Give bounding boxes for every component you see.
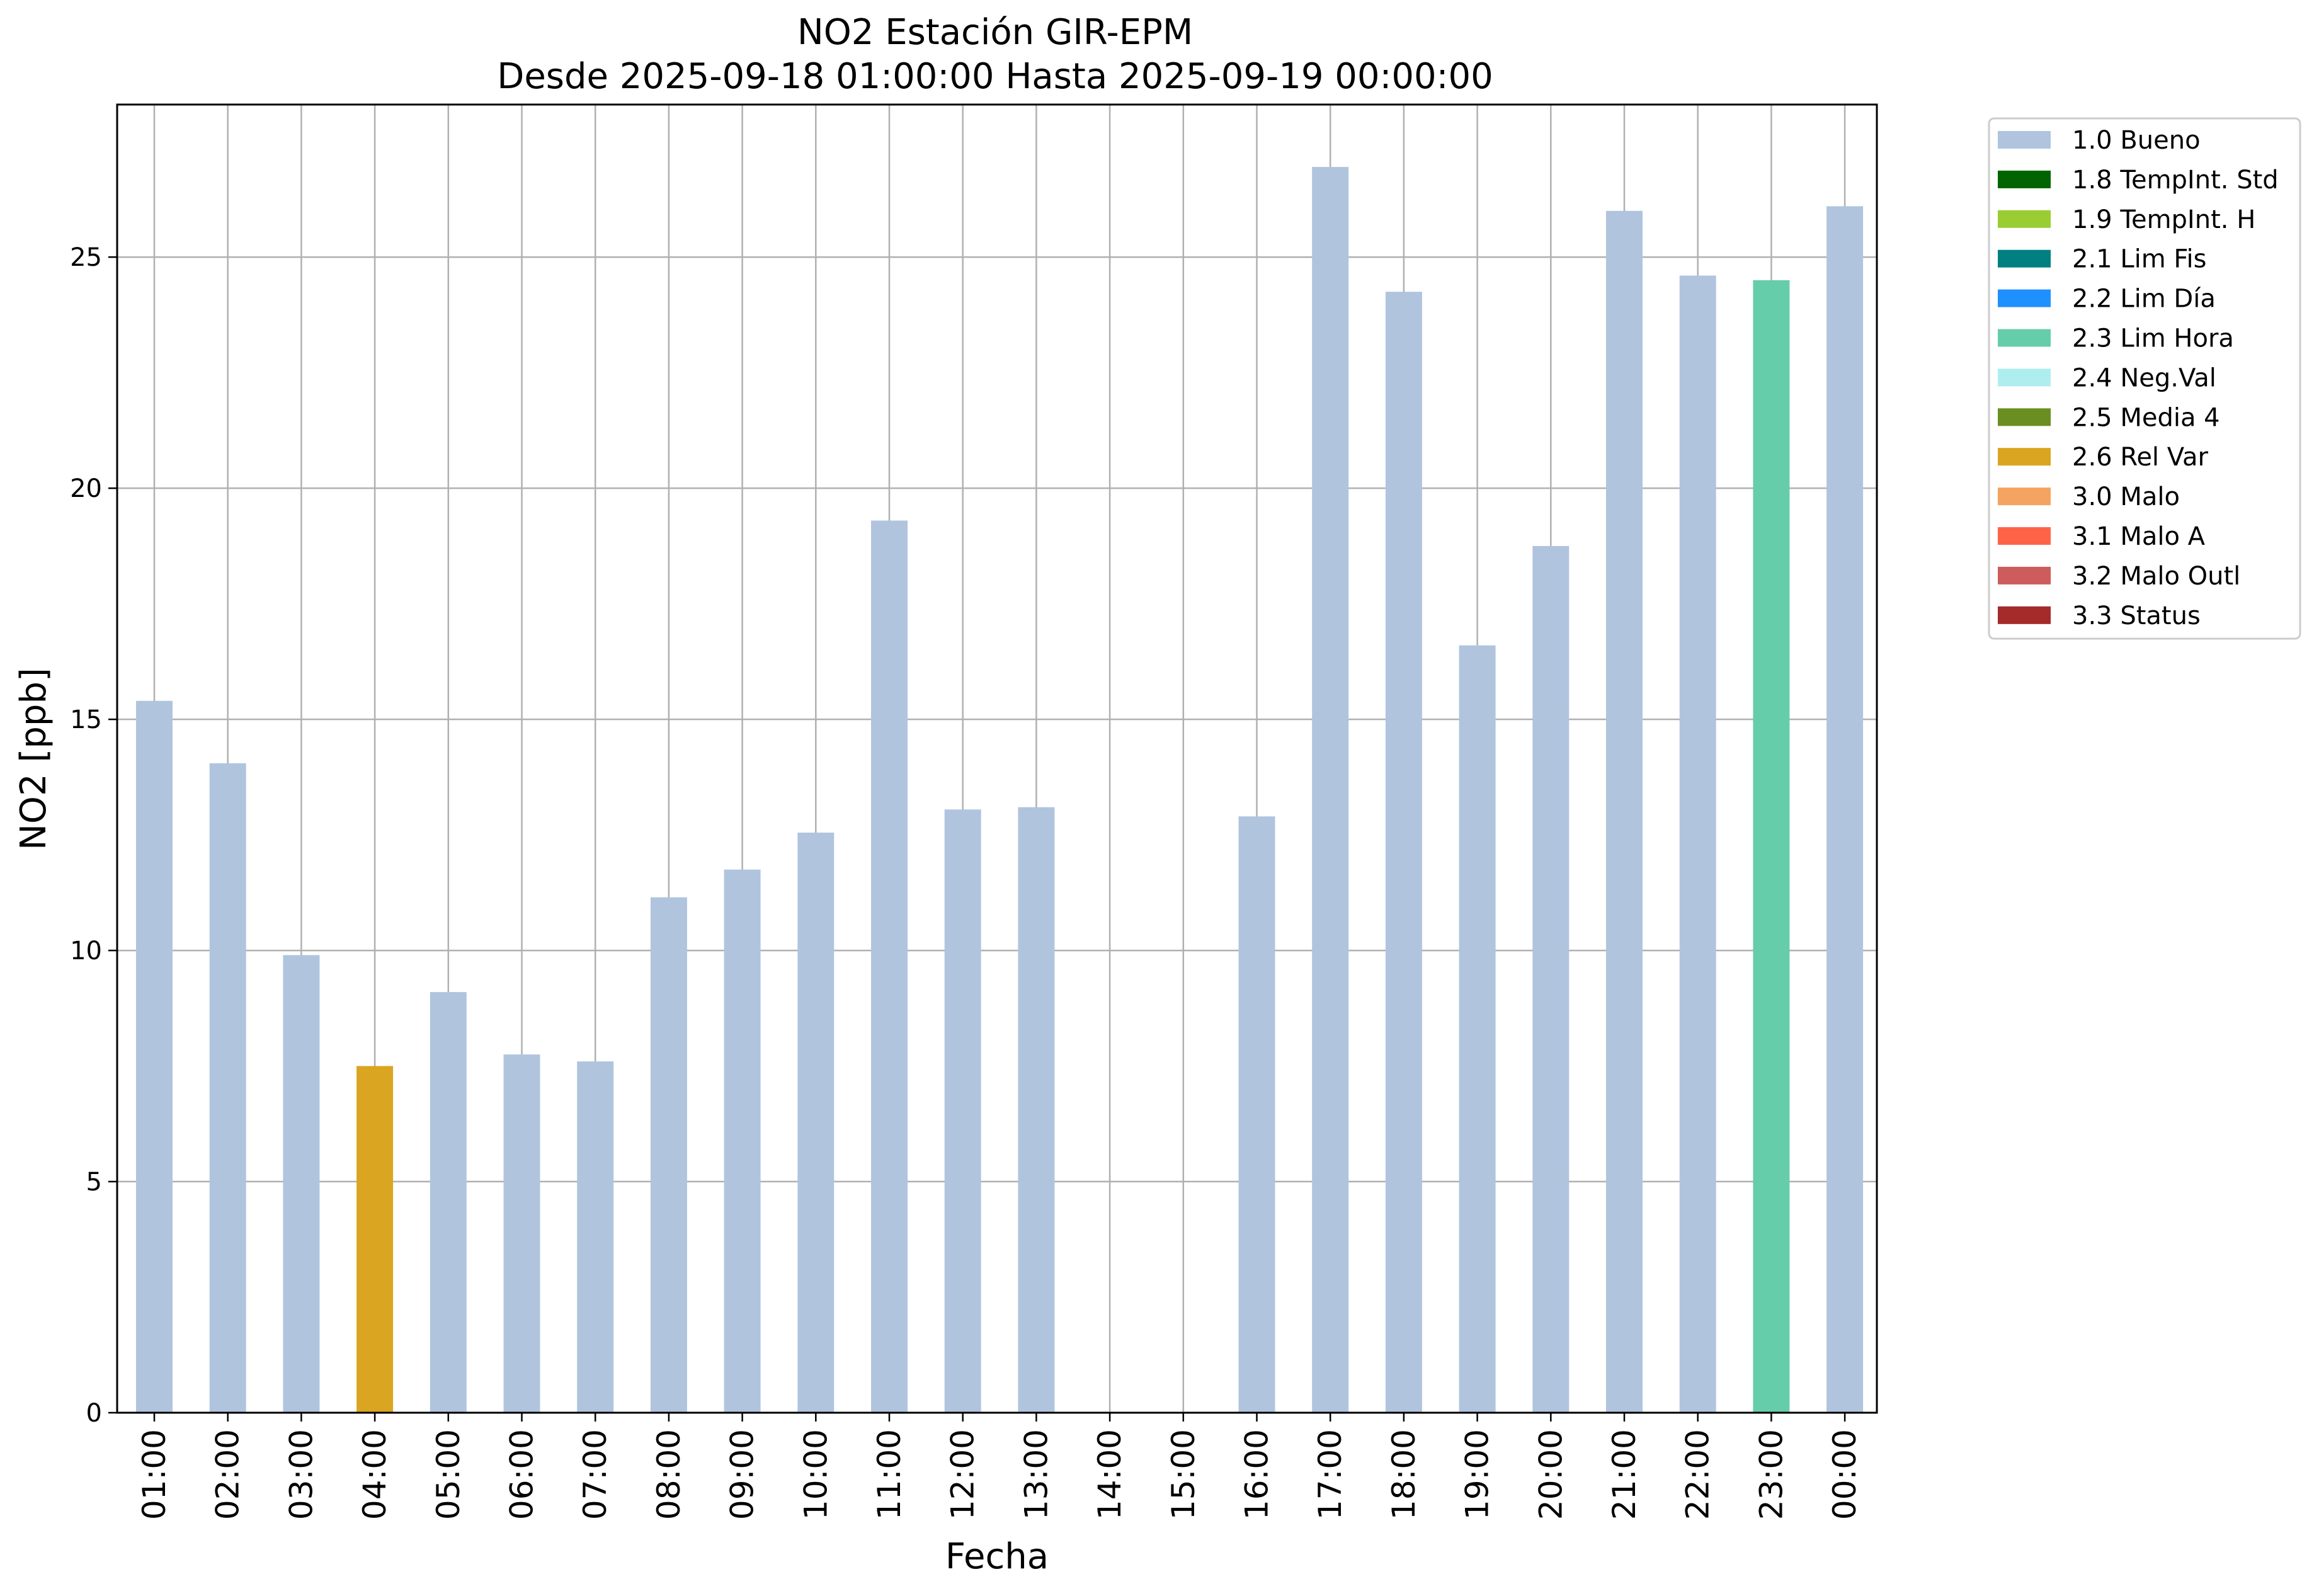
x-tick-label: 01:00: [136, 1429, 173, 1520]
bar-0300: [283, 955, 320, 1413]
legend-label: 3.3 Status: [2072, 601, 2201, 630]
legend-swatch: [1998, 527, 2051, 545]
x-tick-label: 03:00: [283, 1429, 319, 1520]
bar-2000: [1532, 545, 1570, 1413]
bar-1000: [797, 832, 835, 1413]
x-tick-label: 11:00: [871, 1429, 908, 1520]
legend-swatch: [1998, 249, 2051, 268]
x-tick-label: 21:00: [1606, 1429, 1643, 1520]
bar-1700: [1312, 167, 1349, 1413]
bar-1800: [1385, 292, 1422, 1413]
legend-label: 2.5 Media 4: [2072, 403, 2220, 432]
bar-0000: [1826, 206, 1864, 1413]
legend-swatch: [1998, 606, 2051, 624]
x-tick-label: 14:00: [1091, 1429, 1128, 1520]
x-tick-label: 15:00: [1165, 1429, 1202, 1520]
plot-frame: [116, 103, 1878, 1414]
x-tick-label: 17:00: [1312, 1429, 1348, 1520]
legend-frame: [1988, 117, 2301, 640]
legend-swatch: [1998, 131, 2051, 149]
legend: 1.0 Bueno 1.8 TempInt. Std 1.9 TempInt. H 2…: [1988, 117, 2301, 640]
x-axis-label: Fecha: [945, 1536, 1049, 1577]
legend-label: 2.4 Neg.Val: [2072, 363, 2216, 392]
x-tick-label: 20:00: [1532, 1429, 1569, 1520]
legend-label: 1.0 Bueno: [2072, 126, 2201, 155]
legend-swatch: [1998, 170, 2051, 188]
y-tick-label: 15: [70, 705, 102, 734]
x-tick-label: 10:00: [797, 1429, 834, 1520]
bar-2200: [1679, 275, 1716, 1413]
y-tick-label: 5: [86, 1168, 102, 1197]
y-axis-ticks: 0 5 10 15 20 25: [70, 243, 117, 1428]
bar-0100: [136, 700, 173, 1413]
legend-label: 2.6 Rel Var: [2072, 443, 2209, 472]
x-tick-label: 05:00: [430, 1429, 467, 1520]
x-tick-label: 07:00: [577, 1429, 613, 1520]
bar-0200: [209, 763, 246, 1413]
x-tick-label: 16:00: [1239, 1429, 1275, 1520]
bar-2100: [1606, 210, 1643, 1413]
bar-1600: [1238, 816, 1275, 1413]
bar-0600: [503, 1054, 540, 1413]
legend-label: 3.0 Malo: [2072, 482, 2180, 511]
x-axis-ticks: 01:00 02:00 03:00 04:00 05:00 06:00 07:00 08:00…: [136, 1413, 1863, 1520]
legend-label: 2.2 Lim Día: [2072, 285, 2216, 314]
bar-1100: [871, 520, 908, 1413]
x-tick-label: 23:00: [1753, 1429, 1789, 1520]
x-tick-label: 04:00: [356, 1429, 393, 1520]
x-tick-label: 00:00: [1826, 1429, 1863, 1520]
legend-swatch: [1998, 329, 2051, 347]
legend-swatch: [1998, 210, 2051, 228]
chart-title-line1: NO2 Estación GIR-EPM: [797, 12, 1193, 53]
legend-label: 3.1 Malo A: [2072, 522, 2206, 551]
legend-label: 1.9 TempInt. H: [2072, 205, 2255, 234]
bar-1300: [1018, 807, 1055, 1413]
legend-swatch: [1998, 566, 2051, 584]
legend-swatch: [1998, 487, 2051, 506]
legend-label: 2.3 Lim Hora: [2072, 324, 2234, 353]
y-tick-label: 25: [70, 243, 102, 272]
bar-0800: [650, 897, 687, 1413]
bar-0400: [356, 1066, 394, 1413]
legend-label: 1.8 TempInt. Std: [2072, 166, 2279, 195]
x-tick-label: 12:00: [945, 1429, 981, 1520]
legend-label: 2.1 Lim Fis: [2072, 245, 2206, 274]
x-tick-label: 06:00: [504, 1429, 540, 1520]
x-tick-label: 18:00: [1386, 1429, 1422, 1520]
chart-title-line2: Desde 2025-09-18 01:00:00 Hasta 2025-09-…: [497, 56, 1493, 97]
bar-0500: [430, 992, 467, 1413]
bar-0900: [724, 869, 761, 1413]
x-tick-label: 02:00: [210, 1429, 246, 1520]
x-tick-label: 13:00: [1018, 1429, 1054, 1520]
y-axis-label: NO2 [ppb]: [13, 668, 54, 850]
y-tick-label: 0: [86, 1399, 102, 1428]
x-tick-label: 22:00: [1680, 1429, 1716, 1520]
legend-label: 3.2 Malo Outl: [2072, 562, 2240, 591]
legend-swatch: [1998, 289, 2051, 307]
bar-1200: [944, 809, 981, 1413]
x-tick-label: 19:00: [1459, 1429, 1496, 1520]
x-tick-label: 08:00: [651, 1429, 687, 1520]
bar-1900: [1459, 645, 1496, 1413]
x-tick-label: 09:00: [724, 1429, 761, 1520]
legend-swatch: [1998, 448, 2051, 466]
bar-0700: [577, 1061, 614, 1413]
y-tick-label: 10: [70, 937, 102, 966]
legend-swatch: [1998, 368, 2051, 387]
bar-2300: [1753, 280, 1790, 1413]
legend-swatch: [1998, 408, 2051, 426]
y-tick-label: 20: [70, 474, 102, 503]
bars: [136, 167, 1864, 1413]
